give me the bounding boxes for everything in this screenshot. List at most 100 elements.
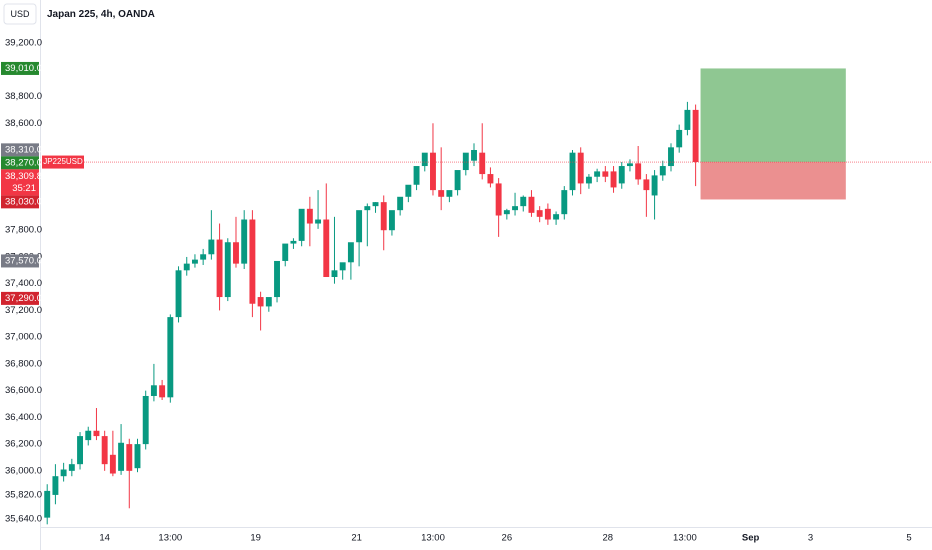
candle-body	[479, 152, 486, 175]
candle	[364, 203, 371, 247]
candle-body	[544, 208, 551, 220]
candle	[421, 152, 428, 172]
candle	[438, 147, 445, 211]
candle	[520, 195, 527, 212]
price-badge	[1, 195, 39, 209]
price-badge	[1, 61, 39, 75]
y-tick-label: 36,800.0	[5, 358, 42, 369]
candle-body	[659, 166, 666, 176]
candle-body	[602, 171, 609, 177]
candle-body	[635, 163, 642, 180]
candle	[60, 462, 67, 482]
candle	[224, 238, 231, 302]
candle	[339, 262, 346, 280]
candle-body	[118, 442, 125, 471]
candle	[323, 183, 330, 278]
candle	[692, 104, 699, 187]
x-tick-label: 28	[603, 533, 614, 544]
candle-body	[438, 190, 445, 197]
candle-body	[183, 263, 190, 271]
candle-body	[471, 149, 477, 161]
candle-body	[150, 385, 157, 396]
candle-body	[561, 190, 568, 215]
candle	[347, 242, 354, 280]
candle	[536, 206, 543, 223]
candle	[446, 190, 453, 203]
candle-body	[167, 317, 174, 398]
candle	[380, 195, 387, 251]
candle	[52, 464, 59, 505]
y-tick-label: 37,400.0	[5, 278, 42, 289]
candle-body	[44, 490, 51, 518]
candle-body	[282, 243, 289, 261]
candle	[659, 160, 666, 181]
candle-body	[553, 214, 560, 220]
candle-body	[397, 196, 404, 211]
candle-body	[339, 262, 346, 271]
y-tick-label: 36,200.0	[5, 439, 42, 450]
candle	[487, 167, 494, 188]
candle-body	[315, 219, 322, 224]
y-tick-label: 35,820.0	[5, 489, 42, 500]
candle	[101, 430, 108, 471]
candle	[454, 170, 461, 196]
candle-body	[413, 166, 420, 185]
currency-box[interactable]	[3, 3, 37, 25]
x-tick-label: 13:00	[421, 533, 445, 544]
x-tick-label: 26	[502, 533, 513, 544]
candle-body	[627, 163, 633, 167]
candle-body	[446, 190, 453, 197]
candle-body	[347, 242, 354, 263]
candle	[577, 147, 584, 195]
candle	[109, 430, 116, 477]
y-tick-label: 36,000.0	[5, 465, 42, 476]
candle	[200, 248, 207, 265]
candle	[635, 145, 642, 185]
y-tick-label: 36,400.0	[5, 412, 42, 423]
candle	[610, 166, 617, 193]
candle	[405, 184, 412, 203]
price-badge-label: 37,290.0	[5, 293, 42, 304]
candle-body	[191, 259, 198, 264]
candle	[150, 363, 157, 402]
candle	[233, 216, 239, 268]
candle	[618, 162, 625, 189]
current-price-badge	[1, 169, 39, 196]
price-badge-label: 38,030.0	[5, 196, 42, 207]
candle-body	[142, 395, 149, 445]
candle-body	[68, 464, 75, 471]
candle-body	[224, 242, 231, 298]
candle	[118, 424, 125, 475]
candle-body	[643, 179, 650, 191]
candle	[372, 202, 379, 213]
candle-body	[536, 210, 543, 217]
candle-body	[577, 152, 584, 184]
current-price: 38,309.8	[5, 171, 42, 182]
candle-body	[101, 436, 108, 465]
candle-body	[200, 254, 207, 260]
y-tick-label: 38,800.0	[5, 91, 42, 102]
x-tick-label: 19	[250, 533, 261, 544]
candle-body	[126, 444, 133, 471]
candle-body	[274, 260, 280, 298]
candle-body	[487, 174, 494, 184]
candle	[585, 174, 592, 189]
candle-body	[134, 444, 141, 469]
candle	[159, 379, 166, 400]
candle-body	[265, 297, 272, 307]
candle	[93, 408, 100, 441]
candle-body	[208, 239, 215, 255]
candle-body	[60, 469, 67, 477]
x-tick-label: 13:00	[158, 533, 182, 544]
candle	[388, 210, 395, 236]
candle	[602, 166, 609, 183]
candle	[298, 208, 305, 247]
candle-body	[249, 219, 256, 304]
candle-body	[684, 109, 691, 130]
candle	[569, 149, 576, 196]
x-tick-label: 3	[808, 533, 813, 544]
candle-body	[93, 430, 100, 437]
price-badge	[1, 291, 39, 305]
candle	[134, 438, 141, 473]
countdown: 35:21	[12, 183, 36, 194]
